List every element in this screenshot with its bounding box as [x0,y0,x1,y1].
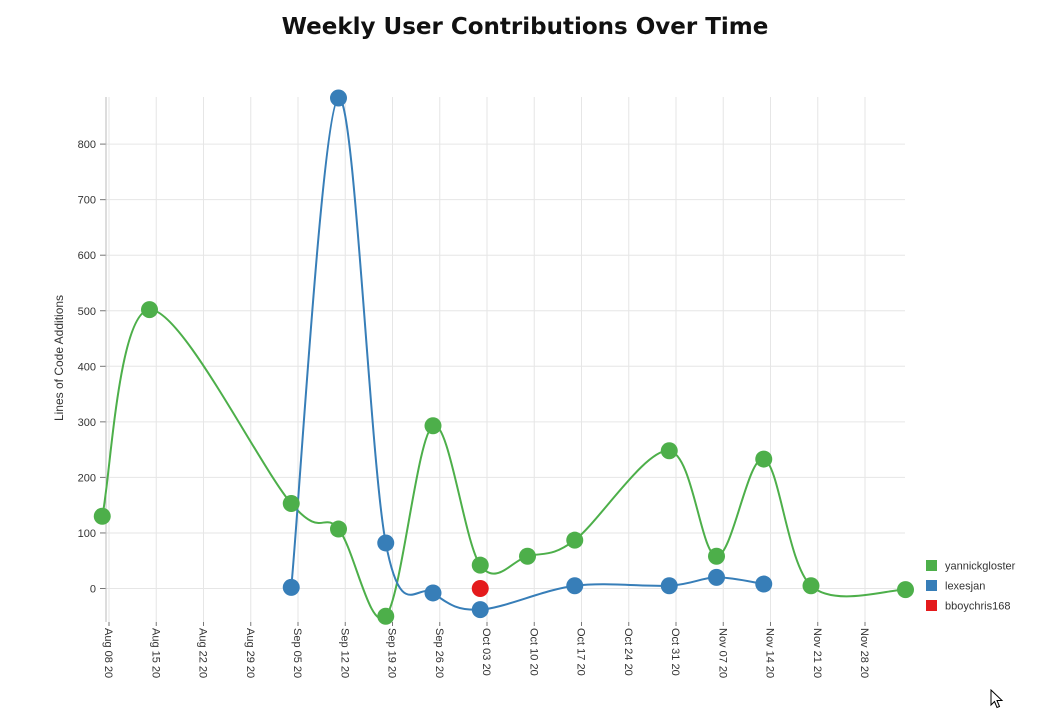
data-point-yannickgloster[interactable] [802,577,820,595]
x-axis: Aug 08 20 Aug 15 20 Aug 22 20 Aug 29 20 Sep … [102,622,870,678]
data-point-yannickgloster[interactable] [566,531,584,549]
data-point-yannickgloster[interactable] [377,607,395,625]
x-tick-label: Sep 19 20 [386,628,398,678]
y-tick-label: 100 [78,528,96,540]
data-point-yannickgloster[interactable] [897,581,914,599]
y-tick-label: 200 [78,472,96,484]
x-tick-label: Nov 21 20 [811,628,823,678]
legend-label: yannickgloster [945,561,1016,573]
y-tick-label: 600 [78,250,96,262]
data-point-yannickgloster[interactable] [330,520,347,538]
x-tick-label: Aug 29 20 [244,628,256,678]
x-tick-label: Sep 12 20 [338,628,350,678]
data-point-lexesjan[interactable] [377,534,395,552]
legend-label: lexesjan [945,581,985,593]
legend-swatch [926,600,937,611]
x-tick-label: Nov 28 20 [858,628,870,678]
x-tick-label: Nov 07 20 [716,628,728,678]
data-point-lexesjan[interactable] [755,575,773,593]
y-tick-label: 300 [78,417,96,429]
y-axis-title: Lines of Code Additions [52,295,66,421]
grid-lines [104,97,905,622]
legend-label: bboychris168 [945,601,1010,613]
data-point-lexesjan[interactable] [282,578,300,596]
legend: yannickgloster lexesjan bboychris168 [926,560,1016,613]
chart-title: Weekly User Contributions Over Time [281,14,769,40]
y-tick-label: 700 [78,195,96,207]
series-line-yannickgloster [101,308,906,620]
y-axis: 0 100 200 300 400 500 600 700 800 [78,97,107,622]
x-tick-label: Aug 22 20 [197,628,209,678]
x-tick-label: Aug 15 20 [149,628,161,678]
x-tick-label: Sep 05 20 [291,628,303,678]
data-point-yannickgloster[interactable] [660,442,678,460]
y-tick-label: 400 [78,361,96,373]
data-point-yannickgloster[interactable] [141,301,158,319]
data-point-yannickgloster[interactable] [708,547,725,565]
mouse-cursor-icon [990,689,1004,709]
data-point-bboychris168[interactable] [471,580,489,597]
y-tick-label: 800 [78,139,96,151]
data-point-yannickgloster[interactable] [755,450,773,468]
data-point-lexesjan[interactable] [660,577,678,595]
x-tick-label: Oct 17 20 [575,628,587,676]
data-point-yannickgloster[interactable] [471,556,489,574]
x-tick-label: Oct 10 20 [527,628,539,676]
data-point-lexesjan[interactable] [708,568,725,586]
x-tick-label: Oct 24 20 [622,628,634,676]
legend-swatch [926,560,937,571]
x-tick-label: Nov 14 20 [764,628,776,678]
data-point-lexesjan[interactable] [471,601,489,619]
data-point-yannickgloster[interactable] [519,547,536,565]
x-tick-label: Oct 03 20 [480,628,492,676]
x-tick-label: Aug 08 20 [102,628,114,678]
legend-swatch [926,580,937,591]
x-tick-label: Sep 26 20 [433,628,445,678]
series-lines [101,96,906,620]
y-tick-label: 500 [78,306,96,318]
data-point-yannickgloster[interactable] [424,417,442,435]
data-point-lexesjan[interactable] [330,89,347,107]
data-point-yannickgloster[interactable] [93,507,111,525]
data-point-lexesjan[interactable] [566,577,584,595]
y-tick-label: 0 [90,584,96,596]
series-points [93,89,914,625]
data-point-yannickgloster[interactable] [282,495,300,513]
data-point-lexesjan[interactable] [424,584,442,602]
x-tick-label: Oct 31 20 [669,628,681,676]
